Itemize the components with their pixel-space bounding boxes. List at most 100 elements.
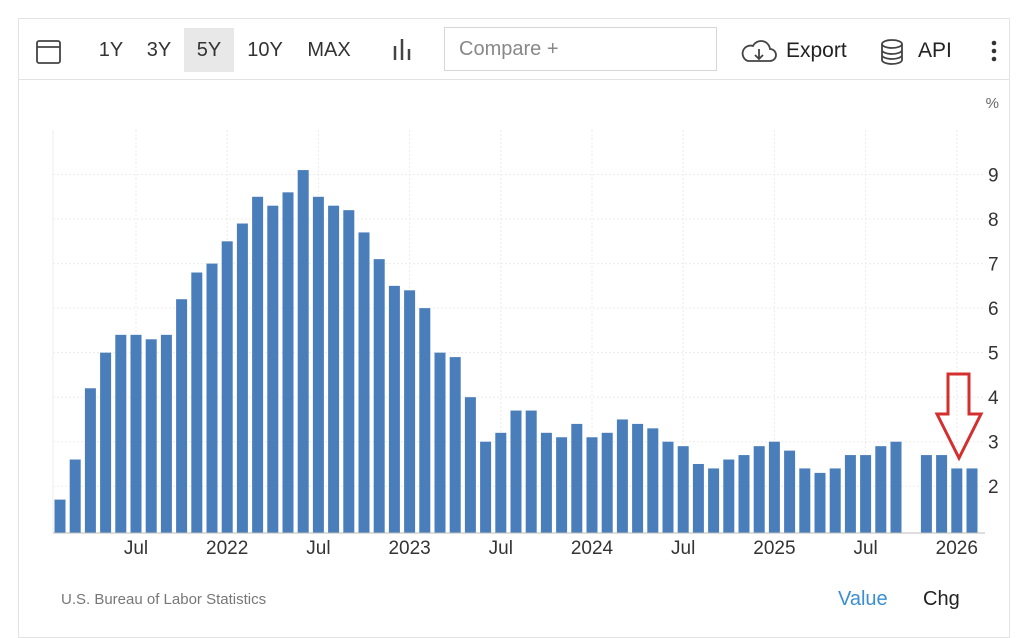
icons xyxy=(36,39,903,65)
bar xyxy=(312,196,324,533)
bar xyxy=(540,432,552,533)
bar xyxy=(875,446,887,533)
bar xyxy=(601,432,613,533)
bar xyxy=(571,423,583,533)
range-button[interactable]: 5Y xyxy=(184,28,234,72)
range-button[interactable]: 1Y xyxy=(98,39,124,61)
bar xyxy=(160,334,172,533)
bar xyxy=(753,446,765,533)
bar xyxy=(647,428,659,533)
bar xyxy=(297,170,309,534)
bar xyxy=(480,441,492,533)
x-tick-label: 2026 xyxy=(936,538,978,559)
bar xyxy=(632,423,644,533)
bar xyxy=(738,455,750,533)
bar xyxy=(784,450,796,533)
x-tick-label: Jul xyxy=(671,538,695,559)
bar xyxy=(434,352,446,533)
y-tick-label: 7 xyxy=(988,255,999,276)
bar xyxy=(936,455,948,533)
bar xyxy=(951,468,963,533)
bar xyxy=(692,463,704,533)
x-tick-label: 2023 xyxy=(388,538,430,559)
export-icon[interactable] xyxy=(741,40,777,62)
bar xyxy=(252,196,264,533)
bar xyxy=(677,446,689,533)
bar xyxy=(145,339,157,533)
bar xyxy=(236,223,248,534)
bar xyxy=(206,263,218,533)
bar xyxy=(525,410,537,533)
x-tick-label: 2025 xyxy=(753,538,795,559)
toolbar xyxy=(18,18,1010,80)
bar xyxy=(449,357,461,533)
unit-label: % xyxy=(986,95,999,112)
bar xyxy=(556,437,568,533)
bar xyxy=(495,432,507,533)
bar xyxy=(191,272,203,533)
x-tick-label: Jul xyxy=(853,538,877,559)
y-tick-label: 3 xyxy=(988,433,999,454)
bar xyxy=(662,441,674,533)
y-tick-label: 4 xyxy=(988,388,999,409)
bar xyxy=(84,388,96,533)
chg-tab[interactable]: Chg xyxy=(923,588,960,610)
compare-input[interactable]: Compare + xyxy=(444,27,717,71)
bar xyxy=(115,334,127,533)
bar xyxy=(708,468,720,533)
bar xyxy=(343,210,355,533)
bar xyxy=(221,241,233,533)
api-button[interactable]: API xyxy=(918,39,952,62)
bar xyxy=(54,499,66,533)
bar xyxy=(966,468,978,533)
y-tick-label: 9 xyxy=(988,166,999,187)
range-button[interactable]: MAX xyxy=(307,39,351,61)
bar xyxy=(860,455,872,533)
bar xyxy=(814,472,826,533)
y-tick-label: 8 xyxy=(988,210,999,231)
api-icon xyxy=(881,44,903,65)
bar xyxy=(130,334,142,533)
source: U.S. Bureau of Labor Statistics xyxy=(61,591,266,608)
x-tick-label: Jul xyxy=(489,538,513,559)
bar xyxy=(829,468,841,533)
api-icon[interactable] xyxy=(881,39,903,49)
annotation-arrow xyxy=(934,372,984,462)
bar xyxy=(267,205,279,533)
y-tick-label: 5 xyxy=(988,344,999,365)
value-tab[interactable]: Value xyxy=(838,588,888,610)
bar xyxy=(890,441,902,533)
bar xyxy=(464,397,476,533)
export-button[interactable]: Export xyxy=(786,39,847,62)
bar xyxy=(920,455,932,533)
bar xyxy=(723,459,735,533)
bar xyxy=(328,205,340,533)
bar xyxy=(586,437,598,533)
bar xyxy=(510,410,522,533)
y-tick-label: 2 xyxy=(988,477,999,498)
bar xyxy=(419,308,431,533)
bar xyxy=(768,441,780,533)
bar xyxy=(616,419,628,533)
bar xyxy=(176,299,188,533)
bar xyxy=(282,192,294,534)
bar xyxy=(799,468,811,533)
bar xyxy=(100,352,112,533)
bar xyxy=(388,285,400,533)
bar xyxy=(373,259,385,533)
x-tick-label: Jul xyxy=(306,538,330,559)
menu-icon[interactable] xyxy=(991,40,997,62)
bar xyxy=(358,232,370,533)
x-tick-label: 2024 xyxy=(571,538,614,559)
bar xyxy=(404,290,416,533)
bar xyxy=(844,455,856,533)
range-button[interactable]: 10Y xyxy=(247,39,283,61)
bar xyxy=(69,459,81,533)
y-tick-label: 6 xyxy=(988,299,999,320)
x-tick-label: 2022 xyxy=(206,538,248,559)
x-tick-label: Jul xyxy=(124,538,148,559)
range-button[interactable]: 3Y xyxy=(146,39,172,61)
calendar-icon[interactable] xyxy=(36,40,61,64)
